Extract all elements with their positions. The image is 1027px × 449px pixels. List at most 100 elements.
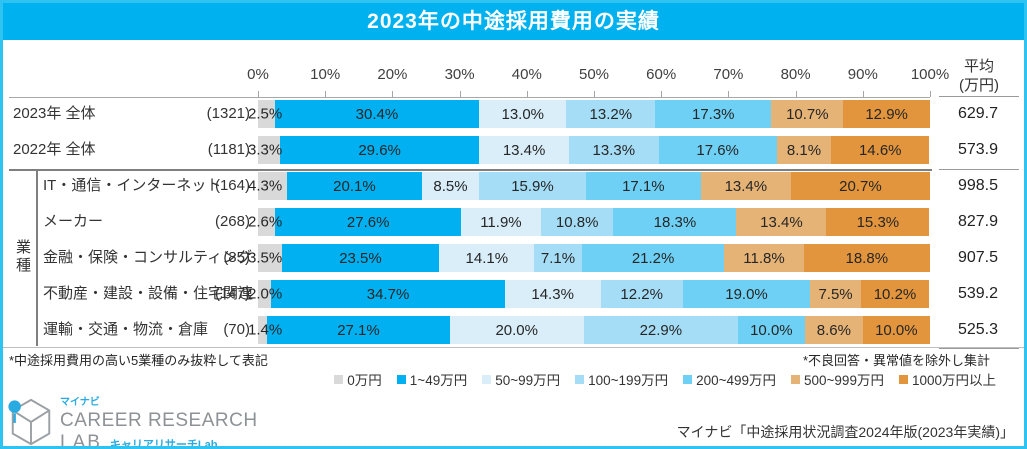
segment-value-label: 13.4% [502, 141, 546, 159]
segment-value-label: 27.6% [346, 213, 390, 231]
bar-segment: 21.2% [581, 244, 725, 272]
legend-item: 1~49万円 [396, 369, 468, 389]
legend-color-chip [683, 374, 693, 384]
segment-value-label: 7.5% [818, 285, 853, 303]
bar-segment: 8.5% [421, 172, 480, 200]
segment-value-label: 10.8% [555, 213, 599, 231]
legend-label: 50~99万円 [495, 373, 561, 388]
row-average-value: 998.5 [957, 177, 999, 194]
bar-segment: 3.3% [248, 136, 282, 164]
chart-row: 不動産・建設・設備・住宅関連 (147) 2.0% 34.7% 14.3% 12.2% 19… [3, 280, 1024, 308]
axis-tick-label: 80% [780, 66, 811, 83]
legend-label: 500~999万円 [804, 373, 884, 388]
bar-segment: 15.3% [826, 208, 930, 236]
axis-tick-label: 40% [511, 66, 542, 83]
segment-value-label: 14.6% [858, 141, 902, 159]
bar-segment: 1.4% [248, 316, 282, 344]
bar-segment: 30.4% [274, 100, 480, 128]
axis-tick-mark [795, 91, 797, 97]
bar-segment: 17.3% [655, 100, 772, 128]
legend-label: 100~199万円 [588, 373, 669, 388]
chart-row: 金融・保険・コンサルティング (85) 3.5% 23.5% 14.1% 7.1% 21.2… [3, 244, 1024, 272]
bar-segment: 22.9% [583, 316, 738, 344]
row-label: 不動産・建設・設備・住宅関連 [43, 285, 254, 302]
avg-separator-top [939, 96, 1019, 97]
brand-mynavi: マイナビ [60, 397, 100, 408]
avg-header-line1: 平均 [963, 58, 994, 75]
stacked-bar: 2.0% 34.7% 14.3% 12.2% 19.0% 7.5% 10.2% [248, 280, 930, 308]
bar-segment: 4.3% [248, 172, 287, 200]
segment-value-label: 10.0% [875, 321, 918, 339]
segment-value-label: 27.1% [337, 321, 380, 339]
bar-segment: 12.2% [600, 280, 683, 308]
industry-bracket-line [36, 171, 38, 346]
axis-tick-label: 30% [444, 66, 475, 83]
row-label: 2022年 全体 [13, 141, 96, 158]
segment-value-label: 17.1% [622, 177, 665, 195]
segment-value-label: 7.1% [540, 249, 576, 267]
axis-tick-mark [459, 91, 461, 97]
stacked-bar: 4.3% 20.1% 8.5% 15.9% 17.1% 13.4% 20.7% [248, 172, 930, 200]
bar-segment: 12.9% [843, 100, 930, 128]
note-right: *不良回答・異常値を除外し集計 [802, 353, 990, 368]
legend-color-chip [482, 374, 492, 384]
segment-value-label: 13.4% [724, 177, 768, 195]
row-label: 金融・保険・コンサルティング [43, 249, 253, 266]
axis-tick-mark [392, 91, 394, 97]
row-average-value: 539.2 [957, 285, 999, 302]
chart-row: 運輸・交通・物流・倉庫 (70) 1.4% 27.1% 20.0% 22.9% 10.0% 8… [3, 316, 1024, 344]
legend-item: 500~999万円 [791, 369, 884, 389]
chart-bottom-line [3, 347, 1024, 348]
stacked-bar: 1.4% 27.1% 20.0% 22.9% 10.0% 8.6% 10.0% [248, 316, 930, 344]
legend: 0万円 1~49万円 50~99万円 100~199万円 200~499万円 500~99… [334, 369, 996, 389]
bar-segment: 7.1% [534, 244, 582, 272]
bar-segment: 20.0% [449, 316, 584, 344]
bar-segment: 13.3% [569, 136, 659, 164]
segment-value-label: 15.3% [856, 213, 900, 231]
bar-segment: 27.6% [275, 208, 461, 236]
legend-label: 1~49万円 [409, 373, 468, 388]
bar-segment: 23.5% [281, 244, 440, 272]
segment-value-label: 2.0% [248, 285, 283, 303]
stacked-bar: 3.5% 23.5% 14.1% 7.1% 21.2% 11.8% 18.8% [248, 244, 930, 272]
row-respondent-count: (147) [214, 285, 250, 302]
legend-item: 200~499万円 [683, 369, 776, 389]
legend-item: 50~99万円 [482, 369, 560, 389]
bar-segment: 19.0% [682, 280, 811, 308]
bar-segment: 10.8% [540, 208, 614, 236]
row-average-value: 525.3 [957, 321, 999, 338]
legend-color-chip [396, 374, 406, 384]
bar-segment: 13.0% [479, 100, 567, 128]
bar-segment: 13.4% [479, 136, 570, 164]
stacked-bar: 3.3% 29.6% 13.4% 13.3% 17.6% 8.1% 14.6% [248, 136, 930, 164]
row-respondent-count: (164) [214, 177, 250, 194]
segment-value-label: 10.0% [750, 321, 793, 339]
bar-segment: 10.0% [862, 316, 930, 344]
segment-value-label: 12.2% [620, 285, 663, 303]
bar-segment: 3.5% [248, 244, 282, 272]
bar-segment: 18.8% [803, 244, 930, 272]
segment-value-label: 29.6% [358, 141, 401, 159]
segment-value-label: 11.8% [743, 249, 785, 267]
avg-header-line2: (万円) [959, 77, 999, 94]
axis-tick-mark [594, 91, 595, 97]
brand-lab: LAB [60, 432, 102, 449]
brand-career-research: CAREER RESEARCH [60, 410, 258, 431]
legend-label: 1000万円以上 [911, 373, 996, 388]
bar-segment: 10.2% [860, 280, 930, 308]
bar-segment: 13.2% [566, 100, 656, 128]
bar-segment: 29.6% [280, 136, 480, 164]
legend-color-chip [334, 374, 344, 384]
legend-item: 1000万円以上 [898, 369, 996, 389]
bar-segment: 18.3% [613, 208, 737, 236]
legend-color-chip [791, 374, 801, 384]
segment-value-label: 3.5% [248, 249, 283, 267]
axis-tick-label: 90% [847, 66, 878, 83]
row-respondent-count: (70) [223, 321, 250, 338]
segment-value-label: 13.3% [592, 141, 636, 159]
row-average-value: 629.7 [957, 105, 999, 122]
segment-value-label: 18.8% [845, 249, 889, 267]
segment-value-label: 2.5% [248, 105, 283, 123]
segment-value-label: 2.6% [248, 213, 283, 231]
row-label: メーカー [43, 213, 104, 230]
